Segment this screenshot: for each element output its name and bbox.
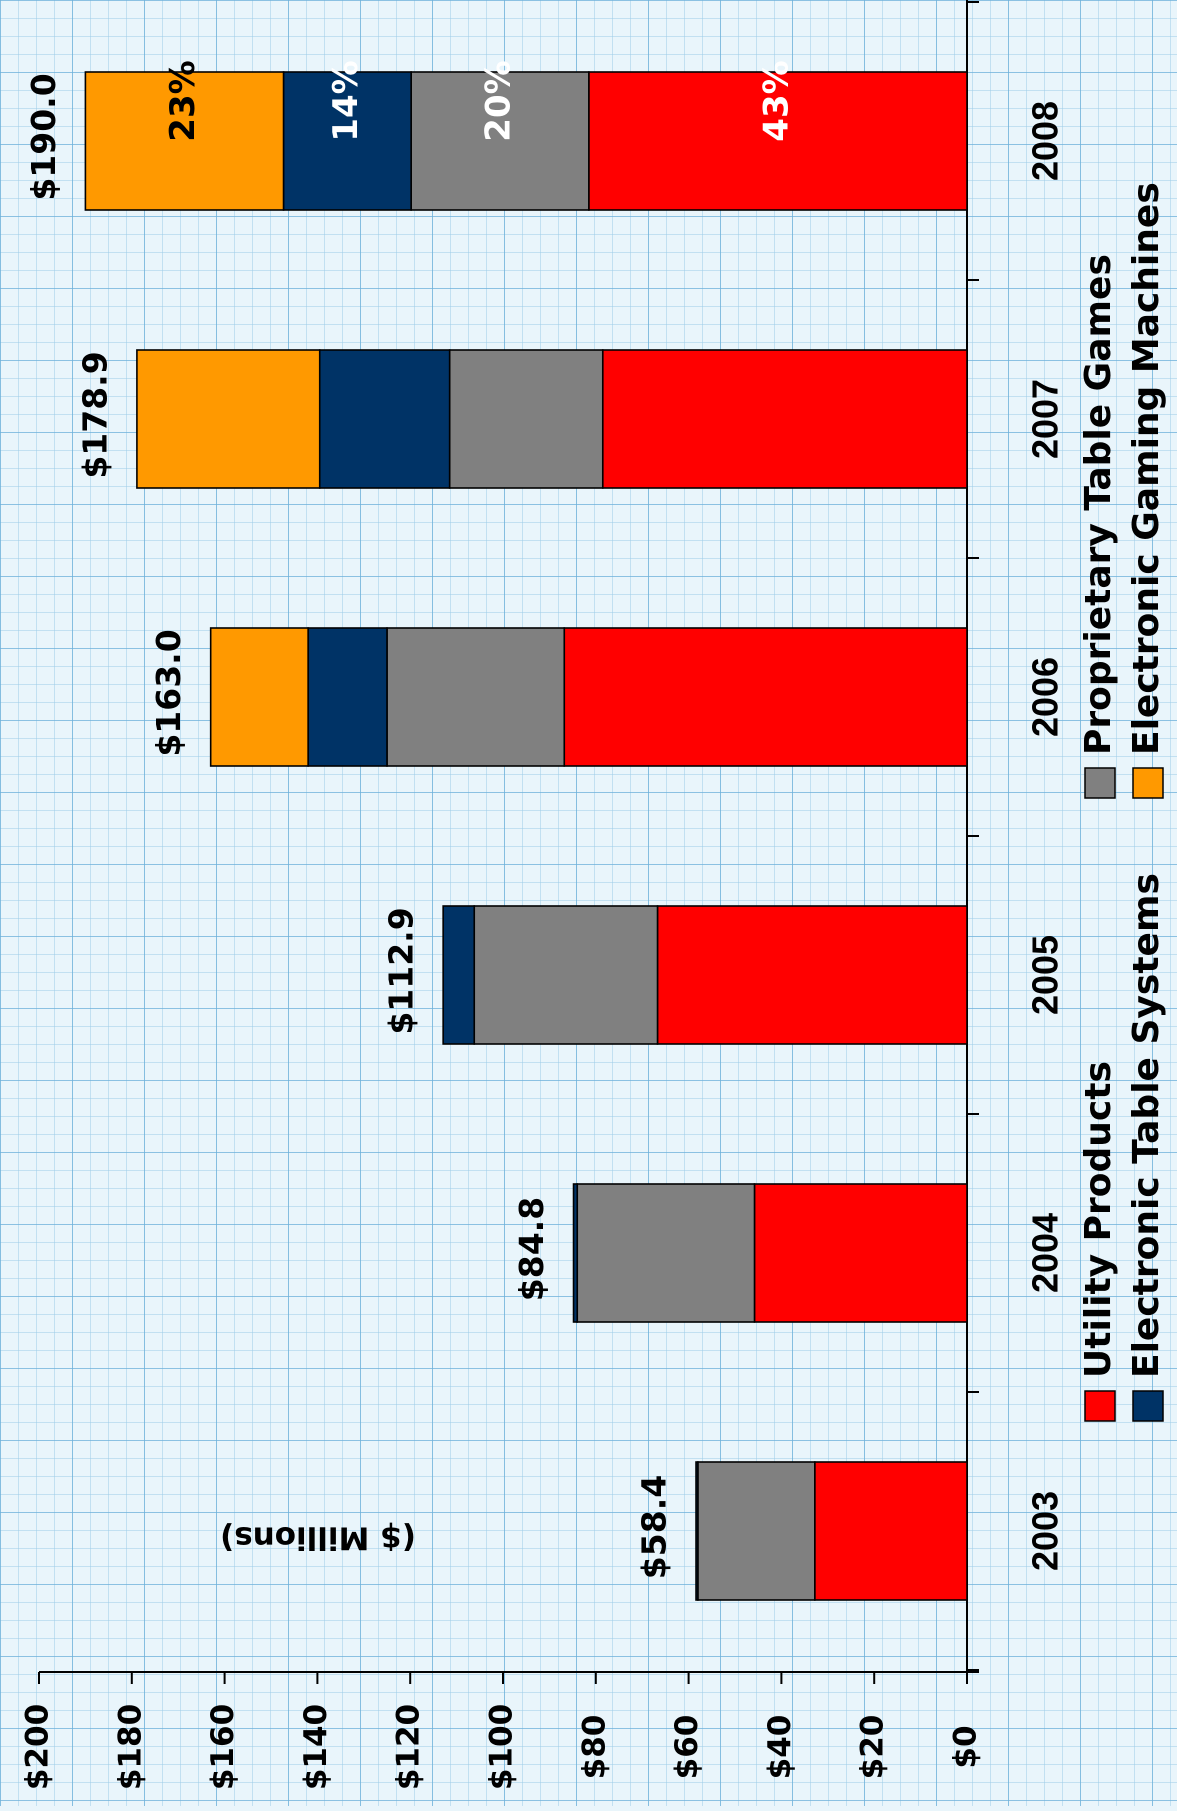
bar-segment-proprietary-table-games-2003 xyxy=(697,1461,816,1601)
value-tick-label-20: $20 xyxy=(855,1715,891,1780)
value-tick-label-80: $80 xyxy=(576,1715,612,1780)
percent-label-utility-products: 43% xyxy=(756,60,796,141)
total-label-2008: $190.0 xyxy=(24,73,63,200)
legend-label-utility-products: Utility Products xyxy=(1078,1061,1119,1378)
legend-label-electronic-table-systems: Electronic Table Systems xyxy=(1126,873,1167,1378)
bar-segment-electronic-gaming-machines-2008 xyxy=(84,71,285,211)
bar-segment-electronic-table-systems-2005 xyxy=(442,905,476,1045)
bar-segment-utility-products-2004 xyxy=(753,1183,968,1323)
total-label-2006: $163.0 xyxy=(149,629,188,756)
percent-label-proprietary-table-games: 20% xyxy=(478,60,518,141)
category-label-2006: 2006 xyxy=(1025,657,1066,737)
value-tick-label-120: $120 xyxy=(391,1704,427,1790)
bar-segment-electronic-table-systems-2007 xyxy=(318,349,451,489)
bar-segment-electronic-gaming-machines-2006 xyxy=(209,627,309,767)
total-label-2007: $178.9 xyxy=(75,351,114,478)
bar-segment-electronic-table-systems-2006 xyxy=(307,627,388,767)
bar-segment-utility-products-2005 xyxy=(656,905,968,1045)
bar-segment-utility-products-2006 xyxy=(563,627,968,767)
bar-segment-proprietary-table-games-2008 xyxy=(410,71,590,211)
bar-segment-utility-products-2007 xyxy=(601,349,968,489)
value-tick-label-0: $0 xyxy=(948,1725,984,1768)
bar-segment-electronic-table-systems-2004 xyxy=(572,1183,579,1323)
bar-segment-electronic-table-systems-2008 xyxy=(282,71,412,211)
unit-label: ($ Millions) xyxy=(220,1520,416,1556)
legend-swatch-electronic-gaming-machines xyxy=(1132,767,1164,799)
legend-swatch-proprietary-table-games xyxy=(1084,767,1116,799)
bar-segment-electronic-gaming-machines-2007 xyxy=(136,349,321,489)
bars xyxy=(84,71,968,1601)
value-tick-label-180: $180 xyxy=(112,1704,148,1790)
legend-label-electronic-gaming-machines: Electronic Gaming Machines xyxy=(1126,182,1167,755)
bar-segment-proprietary-table-games-2006 xyxy=(386,627,566,767)
value-tick-label-60: $60 xyxy=(669,1715,705,1780)
bar-segment-utility-products-2008 xyxy=(588,71,968,211)
total-label-2003: $58.4 xyxy=(635,1475,674,1579)
value-tick-label-100: $100 xyxy=(484,1704,520,1790)
category-label-2008: 2008 xyxy=(1025,101,1066,181)
bar-segment-proprietary-table-games-2004 xyxy=(576,1183,756,1323)
labels: 2003 $58.4 2004 $84.8 2005 $112.9 2006 $163.0 20… xyxy=(24,60,1066,1579)
value-tick-label-40: $40 xyxy=(762,1715,798,1780)
category-label-2007: 2007 xyxy=(1025,379,1066,459)
category-label-2003: 2003 xyxy=(1025,1491,1066,1571)
category-label-2004: 2004 xyxy=(1025,1213,1066,1293)
bar-segment-electronic-table-systems-2003 xyxy=(695,1461,699,1601)
value-tick-label-140: $140 xyxy=(298,1704,334,1790)
legend-swatch-utility-products xyxy=(1084,1390,1116,1422)
axes: $0 $20 $40 $60 $80 $100 $120 $140 $160 $180 $200 xyxy=(20,0,984,1790)
bar-segment-utility-products-2003 xyxy=(814,1461,968,1601)
percent-label-electronic-table-systems: 14% xyxy=(326,60,366,141)
legend-swatch-electronic-table-systems xyxy=(1132,1390,1164,1422)
legend-label-proprietary-table-games: Proprietary Table Games xyxy=(1078,254,1119,755)
percent-label-electronic-gaming-machines: 23% xyxy=(163,60,203,141)
total-label-2005: $112.9 xyxy=(382,907,421,1034)
total-label-2004: $84.8 xyxy=(512,1197,551,1301)
bar-segment-proprietary-table-games-2007 xyxy=(448,349,604,489)
value-tick-label-200: $200 xyxy=(20,1704,56,1790)
bar-segment-proprietary-table-games-2005 xyxy=(473,905,659,1045)
value-tick-label-160: $160 xyxy=(205,1704,241,1790)
category-label-2005: 2005 xyxy=(1025,935,1066,1015)
